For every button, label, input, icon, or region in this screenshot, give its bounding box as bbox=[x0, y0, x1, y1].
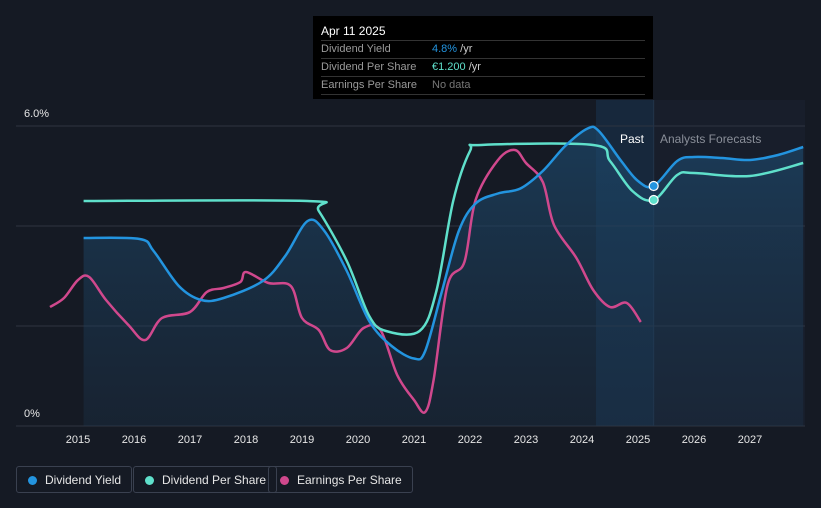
legend-dividend-per-share[interactable]: Dividend Per Share bbox=[133, 466, 278, 493]
x-tick-label: 2019 bbox=[290, 434, 314, 446]
tooltip-label: Earnings Per Share bbox=[321, 79, 417, 91]
x-tick-label: 2020 bbox=[346, 434, 370, 446]
tooltip: Apr 11 2025 Dividend Yield 4.8% /yr Divid… bbox=[313, 16, 653, 99]
tooltip-value: €1.200 bbox=[432, 61, 466, 73]
y-tick-label: 6.0% bbox=[24, 108, 50, 120]
dividend-per-share-line bbox=[83, 142, 804, 336]
tooltip-label: Dividend Per Share bbox=[321, 61, 417, 73]
tooltip-date: Apr 11 2025 bbox=[321, 24, 386, 38]
marker-dividend-yield bbox=[648, 180, 659, 192]
tooltip-unit: /yr bbox=[457, 43, 473, 55]
x-tick-label: 2016 bbox=[122, 434, 146, 446]
legend-dividend-yield[interactable]: Dividend Yield bbox=[16, 466, 133, 493]
x-tick-label: 2027 bbox=[738, 434, 762, 446]
x-tick-label: 2026 bbox=[682, 434, 706, 446]
legend-dot-icon bbox=[280, 476, 289, 485]
x-tick-label: 2022 bbox=[458, 434, 482, 446]
x-tick-label: 2017 bbox=[178, 434, 202, 446]
x-tick-label: 2018 bbox=[234, 434, 258, 446]
tooltip-unit: /yr bbox=[465, 61, 481, 73]
x-tick-label: 2021 bbox=[402, 434, 426, 446]
dividend-yield-line bbox=[83, 125, 804, 361]
tooltip-value: 4.8% bbox=[432, 43, 458, 55]
legend-dot-icon bbox=[28, 476, 37, 485]
forecast-label: Analysts Forecasts bbox=[660, 132, 762, 146]
x-tick-label: 2023 bbox=[514, 434, 538, 446]
legend-label: Dividend Per Share bbox=[162, 473, 267, 487]
tooltip-row-dividend-yield: Dividend Yield 4.8% /yr bbox=[321, 40, 645, 58]
tooltip-label: Dividend Yield bbox=[321, 43, 391, 55]
dividend-yield-area bbox=[83, 126, 804, 426]
past-label: Past bbox=[620, 132, 645, 146]
y-tick-label: 0% bbox=[24, 408, 40, 420]
x-tick-label: 2015 bbox=[66, 434, 90, 446]
x-tick-label: 2025 bbox=[626, 434, 650, 446]
legend-dot-icon bbox=[145, 476, 154, 485]
legend-label: Earnings Per Share bbox=[297, 473, 402, 487]
earnings-per-share-line bbox=[49, 148, 642, 414]
legend-label: Dividend Yield bbox=[45, 473, 122, 487]
tooltip-row-earnings-per-share: Earnings Per Share No data bbox=[321, 76, 645, 95]
tooltip-value: No data bbox=[432, 79, 471, 91]
legend-earnings-per-share[interactable]: Earnings Per Share bbox=[268, 466, 413, 493]
marker-dividend-per-share bbox=[648, 194, 659, 206]
tooltip-row-dividend-per-share: Dividend Per Share €1.200 /yr bbox=[321, 58, 645, 76]
x-tick-label: 2024 bbox=[570, 434, 594, 446]
